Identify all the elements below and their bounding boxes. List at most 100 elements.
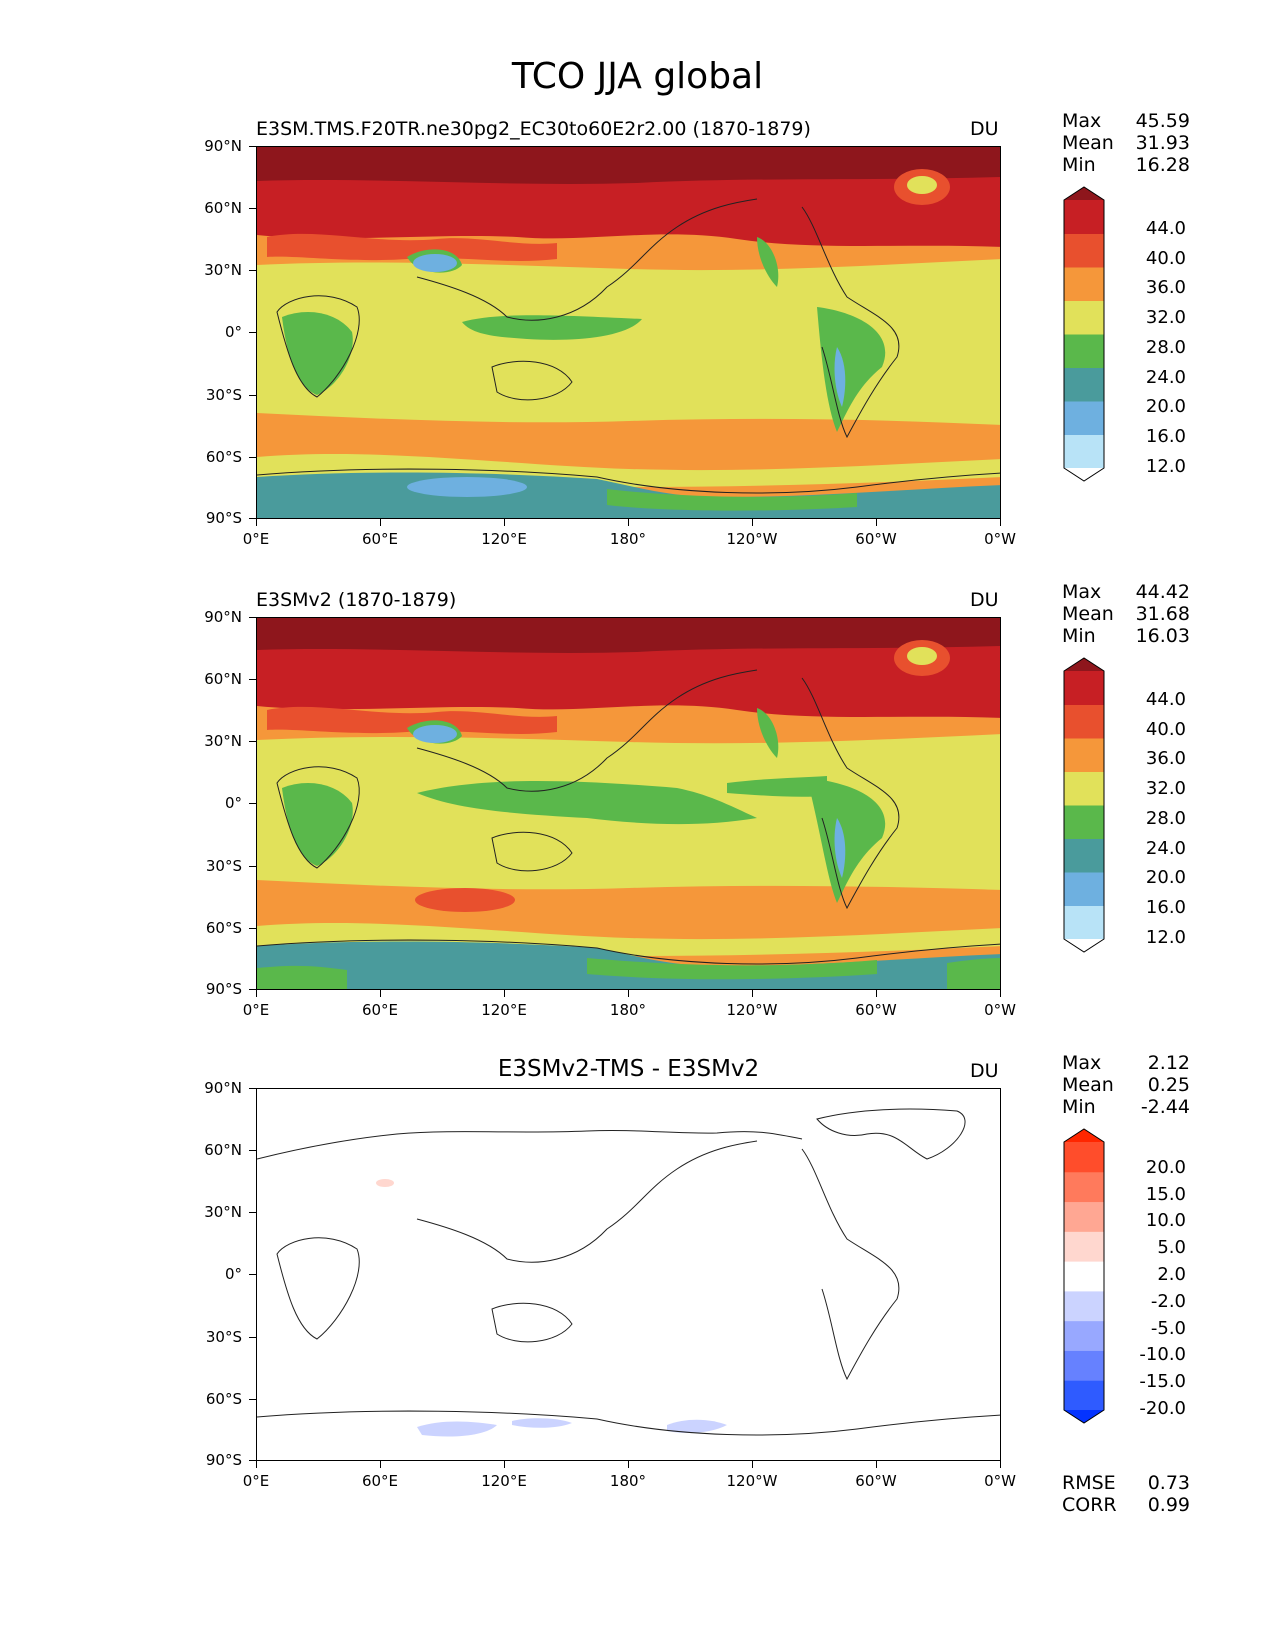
- colorbar-segment: [1064, 233, 1104, 268]
- colorbar-segment: [1064, 1380, 1104, 1411]
- stat-value: 44.42: [1135, 581, 1190, 603]
- colorbar-tick-label: 5.0: [1157, 1237, 1186, 1259]
- colorbar-tick-label: 36.0: [1145, 277, 1186, 299]
- lat-label: 60°N: [204, 199, 242, 217]
- lat-label: 90°S: [205, 1451, 242, 1469]
- colorbar-tick-label: 10.0: [1145, 1210, 1186, 1232]
- colorbar-tick-label: 20.0: [1145, 867, 1186, 889]
- colorbar-segment: [1064, 1290, 1104, 1322]
- colorbar-segment: [1064, 671, 1104, 705]
- error-stats-box: RMSE 0.73 CORR 0.99: [1062, 1472, 1190, 1516]
- stats-box: Max 45.59 Mean 31.93 Min 16.28: [1062, 110, 1190, 176]
- panel-units: DU: [970, 589, 999, 611]
- colorbar-tick-label: 32.0: [1145, 307, 1186, 329]
- colorbar-tick-label: 2.0: [1157, 1264, 1186, 1285]
- panel-title: E3SM.TMS.F20TR.ne30pg2_EC30to60E2r2.00 (…: [256, 118, 811, 140]
- colorbar-extend-bottom: [1064, 939, 1104, 952]
- stat-value: 16.28: [1135, 154, 1190, 176]
- lat-label: 60°N: [204, 670, 242, 688]
- colorbar-tick-label: -5.0: [1150, 1317, 1186, 1339]
- lat-label: 60°N: [204, 1141, 242, 1159]
- colorbar-extend-top: [1064, 658, 1104, 671]
- lon-label: 180°: [609, 530, 647, 548]
- colorbar-extend-top: [1064, 187, 1104, 200]
- colorbar-tick-label: 12.0: [1145, 927, 1186, 948]
- lat-label: 0°: [224, 794, 242, 812]
- colorbar: [1063, 1128, 1105, 1424]
- panel-title: E3SMv2-TMS - E3SMv2: [497, 1056, 760, 1082]
- lat-label: 60°S: [205, 448, 242, 466]
- lon-label: 0°W: [984, 530, 1016, 548]
- stats-box: Max 2.12 Mean 0.25 Min -2.44: [1062, 1052, 1190, 1118]
- stat-value: 0.73: [1147, 1472, 1190, 1494]
- colorbar-tick-label: -20.0: [1139, 1398, 1186, 1419]
- stat-label: Mean: [1062, 132, 1114, 154]
- colorbar-tick-label: 15.0: [1145, 1183, 1186, 1205]
- stat-label: Max: [1062, 110, 1102, 132]
- colorbar-outline: [1063, 657, 1105, 953]
- colorbar-tick-label: 28.0: [1145, 807, 1186, 829]
- lat-label: 60°S: [205, 919, 242, 937]
- stat-value: 31.93: [1135, 132, 1190, 154]
- lon-label: 180°: [609, 1472, 647, 1490]
- colorbar-segment: [1064, 805, 1104, 839]
- lon-label: 60°E: [361, 1001, 399, 1019]
- lat-label: 90°N: [204, 1079, 242, 1097]
- lon-label: 60°E: [361, 1472, 399, 1490]
- colorbar-tick-label: -2.0: [1150, 1290, 1186, 1312]
- colorbar-segment: [1064, 334, 1104, 368]
- panel-model-test: E3SM.TMS.F20TR.ne30pg2_EC30to60E2r2.00 (…: [0, 110, 1275, 588]
- colorbar-tick-label: 44.0: [1145, 688, 1186, 710]
- panel-model-reference: E3SMv2 (1870-1879) DU: [0, 581, 1275, 1059]
- lat-label: 0°: [224, 323, 242, 341]
- lon-label: 120°W: [726, 530, 778, 548]
- lon-label: 120°W: [726, 1472, 778, 1490]
- lon-label: 60°W: [855, 1472, 897, 1490]
- lon-label: 0°E: [242, 530, 270, 548]
- colorbar-tick-label: 20.0: [1145, 1156, 1186, 1178]
- stat-label: Min: [1062, 154, 1096, 176]
- lon-label: 120°E: [481, 1001, 527, 1019]
- colorbar-segment: [1064, 738, 1104, 772]
- stats-box: Max 44.42 Mean 31.68 Min 16.03: [1062, 581, 1190, 647]
- map-field: [257, 618, 1000, 989]
- colorbar-tick-label: 24.0: [1145, 366, 1186, 388]
- colorbar-extend-bottom: [1064, 1410, 1104, 1423]
- lon-label: 120°W: [726, 1001, 778, 1019]
- lon-label: 180°: [609, 1001, 647, 1019]
- colorbar-tick-label: 28.0: [1145, 336, 1186, 358]
- colorbar-tick-label: -15.0: [1139, 1371, 1186, 1393]
- lat-label: 30°N: [204, 732, 242, 750]
- colorbar-tick-label: 40.0: [1145, 247, 1186, 269]
- colorbar-tick-label: -10.0: [1139, 1344, 1186, 1366]
- panel-units: DU: [970, 118, 999, 140]
- colorbar-tick-label: 40.0: [1145, 718, 1186, 740]
- colorbar-tick-label: 16.0: [1145, 897, 1186, 919]
- colorbar-segment: [1064, 1201, 1104, 1232]
- lon-label: 120°E: [481, 1472, 527, 1490]
- colorbar-tick-label: 36.0: [1145, 748, 1186, 770]
- lat-label: 90°N: [204, 137, 242, 155]
- colorbar-outline: [1063, 1128, 1105, 1424]
- stat-label: Max: [1062, 581, 1102, 603]
- colorbar-segment: [1064, 872, 1104, 906]
- colorbar-tick-label: 44.0: [1145, 217, 1186, 239]
- stat-label: Mean: [1062, 603, 1114, 625]
- stat-label: RMSE: [1062, 1472, 1116, 1494]
- colorbar-segment: [1064, 905, 1104, 940]
- stat-label: CORR: [1062, 1494, 1117, 1516]
- colorbar-segment: [1064, 1231, 1104, 1262]
- colorbar: [1063, 657, 1105, 953]
- figure-title: TCO JJA global: [511, 56, 764, 97]
- lat-label: 90°S: [205, 980, 242, 998]
- colorbar-extend-top: [1064, 1129, 1104, 1142]
- lat-label: 0°: [224, 1265, 242, 1283]
- colorbar-outline: [1063, 186, 1105, 482]
- stat-label: Min: [1062, 1096, 1096, 1118]
- lon-label: 0°E: [242, 1001, 270, 1019]
- stat-label: Min: [1062, 625, 1096, 647]
- stat-value: 2.12: [1147, 1052, 1190, 1074]
- stat-label: Max: [1062, 1052, 1102, 1074]
- colorbar-segment: [1064, 1171, 1104, 1203]
- lat-label: 90°N: [204, 608, 242, 626]
